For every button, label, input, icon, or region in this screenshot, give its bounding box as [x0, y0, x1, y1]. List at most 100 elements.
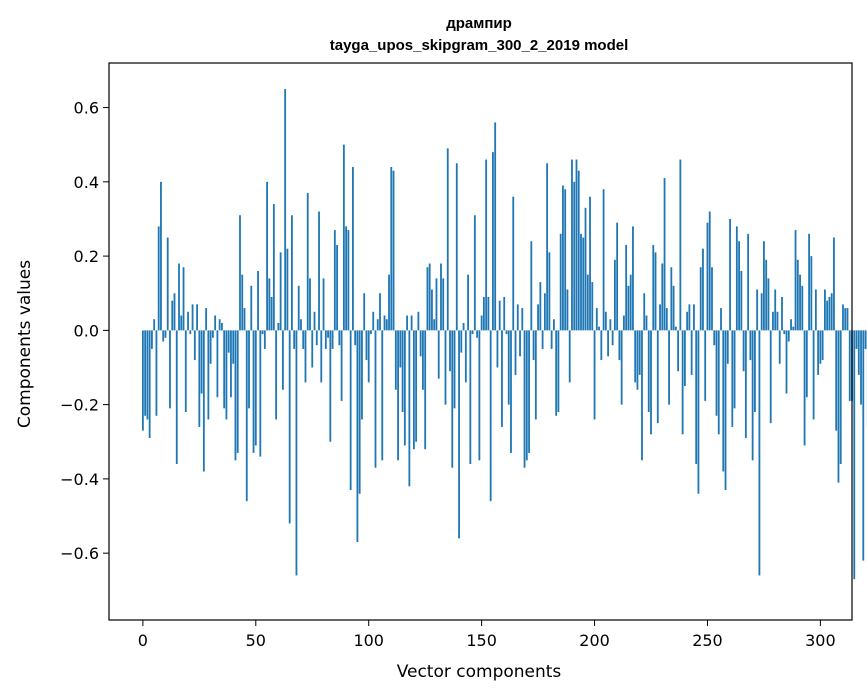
bar [221, 322, 223, 331]
bar [564, 189, 567, 331]
bar [799, 274, 801, 331]
bar [141, 330, 144, 431]
bar [611, 330, 614, 346]
bar [487, 296, 490, 331]
bar [690, 330, 693, 375]
bar [765, 259, 768, 331]
bar [595, 308, 598, 331]
bar [356, 330, 359, 543]
bar [645, 315, 648, 331]
y-tick-label: 0.6 [74, 99, 99, 118]
bar [699, 267, 702, 331]
bar [322, 278, 325, 331]
bar [216, 330, 219, 398]
bar [340, 330, 343, 401]
bar [600, 330, 603, 361]
bar [609, 319, 612, 331]
bar [166, 237, 169, 331]
bar [376, 319, 379, 331]
bar [234, 330, 237, 461]
bar [715, 330, 718, 416]
bar [202, 330, 205, 472]
bar [270, 296, 273, 331]
bar [674, 326, 677, 331]
bar [787, 330, 790, 342]
bar [568, 330, 571, 383]
bar [510, 330, 512, 453]
bar [178, 263, 180, 331]
bar [410, 315, 413, 331]
bar [313, 311, 316, 331]
bar [720, 308, 722, 331]
bar [329, 330, 332, 442]
bar [252, 330, 255, 453]
bar [288, 330, 291, 524]
bar [408, 330, 411, 487]
bar [767, 278, 770, 331]
bar [482, 296, 485, 331]
bar [406, 315, 409, 331]
x-axis-label: Vector components [397, 662, 562, 682]
bar [713, 330, 716, 346]
bar [379, 293, 381, 331]
bar [349, 330, 352, 491]
bar [211, 330, 214, 338]
bar [259, 330, 262, 457]
bar [367, 330, 370, 383]
bar [225, 330, 228, 420]
bar [647, 330, 650, 413]
bar [742, 330, 745, 372]
bar [419, 330, 422, 357]
bar [577, 170, 580, 331]
bar [749, 330, 752, 361]
bar [665, 308, 668, 331]
bar [449, 330, 451, 372]
bar [507, 330, 510, 405]
bar [679, 159, 682, 331]
bar [760, 293, 763, 331]
bar [803, 330, 806, 446]
axes-frame [108, 62, 853, 621]
bar [388, 274, 390, 331]
bar [327, 330, 329, 338]
bar [523, 330, 526, 468]
bar [702, 248, 704, 331]
bar [774, 289, 777, 331]
bar [455, 163, 458, 331]
bar [763, 241, 765, 331]
x-tick-label: 300 [805, 631, 836, 650]
bar [248, 330, 250, 409]
bar [281, 330, 284, 390]
bar [263, 330, 266, 349]
bar [291, 215, 293, 331]
bar [661, 263, 664, 331]
bar [372, 311, 375, 331]
bar [738, 241, 740, 331]
bar [792, 326, 795, 331]
bar [586, 274, 589, 331]
bar [756, 289, 759, 331]
bar [862, 330, 865, 561]
bar [232, 330, 235, 364]
bar [613, 259, 616, 331]
bar [275, 330, 278, 420]
x-tick-label: 0 [138, 631, 148, 650]
y-tick-label: −0.6 [60, 544, 99, 563]
bar [550, 330, 553, 349]
bar [623, 315, 625, 331]
bar [857, 330, 860, 375]
bar [582, 237, 585, 331]
bar [505, 330, 508, 335]
bar [401, 330, 404, 413]
bar [424, 330, 427, 450]
x-tick-label: 150 [466, 631, 497, 650]
bar [155, 330, 158, 416]
bar [157, 226, 160, 331]
bar [810, 256, 813, 331]
bar [555, 330, 558, 416]
bar [677, 330, 680, 372]
bar [394, 330, 397, 390]
bar [162, 330, 165, 342]
bar [385, 319, 388, 331]
